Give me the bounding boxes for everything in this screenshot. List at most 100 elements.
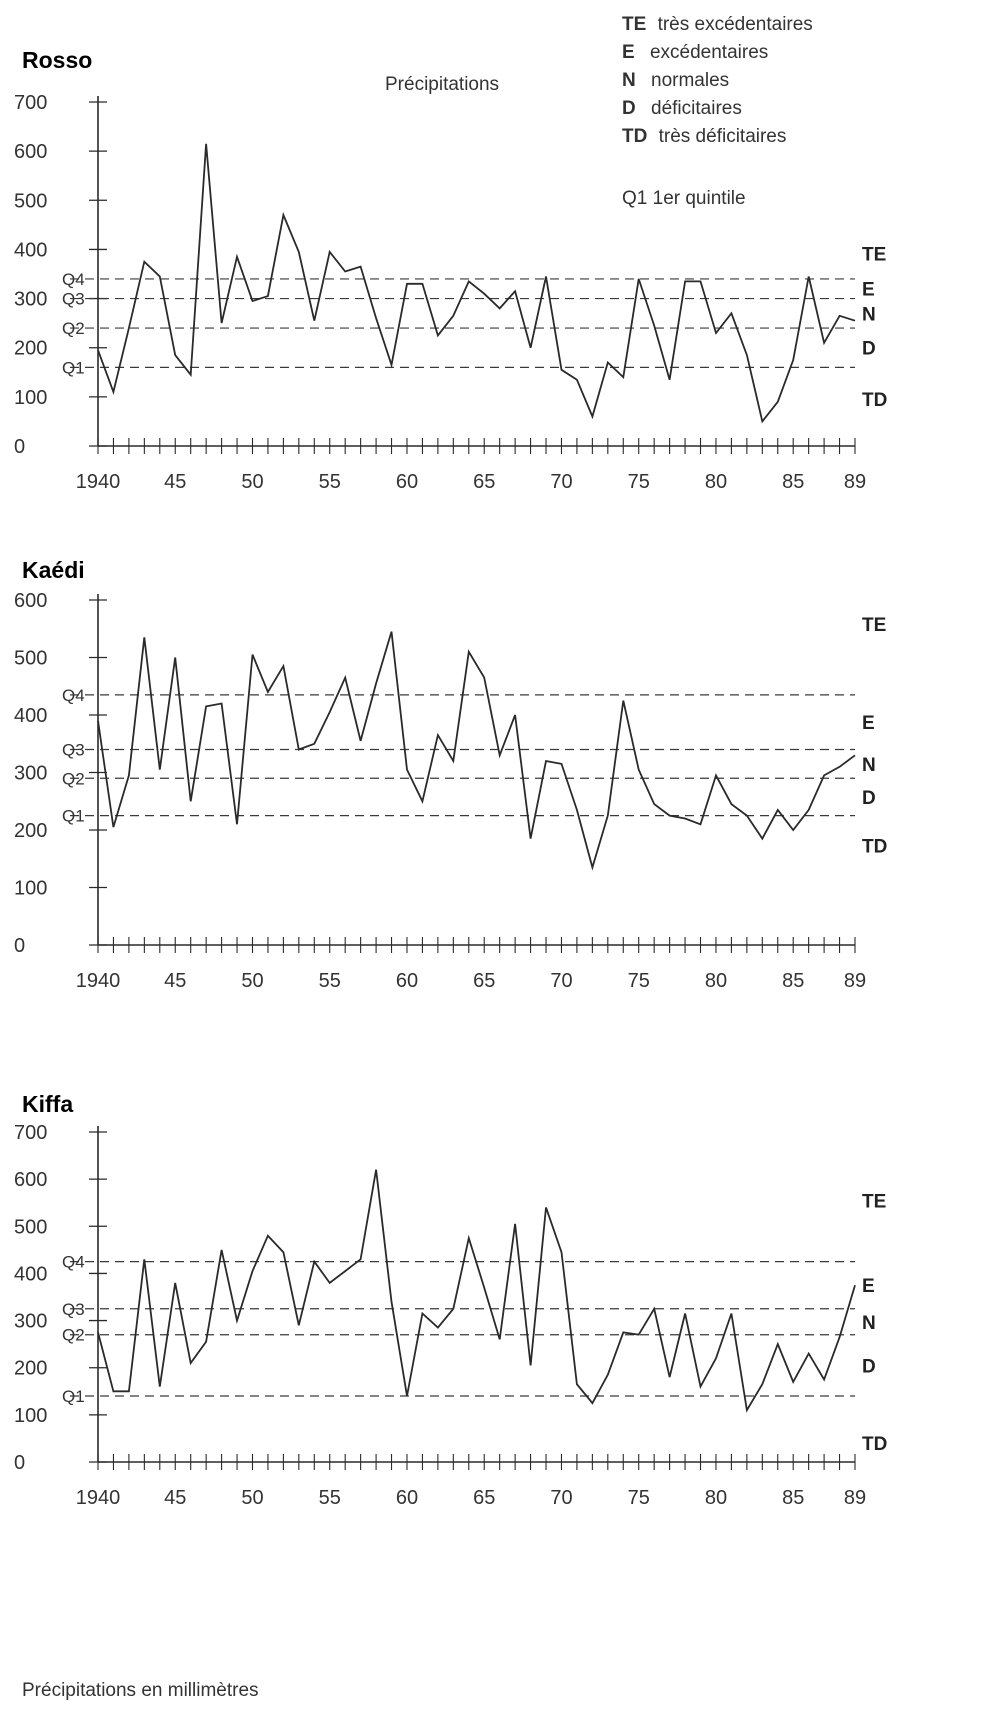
legend: TE très excédentaires E excédentaires N …: [622, 14, 813, 209]
x-tick-label: 75: [628, 970, 650, 992]
chart-panel-rosso: Rosso 0 100 200 300 400 500 600 700 1940 45 50 55 60 6…: [14, 47, 887, 493]
y-tick-label: 600: [14, 1169, 47, 1191]
precipitation-line: [97, 1169, 856, 1413]
legend-text-te: très excédentaires: [658, 14, 813, 35]
y-tick-label: 400: [14, 1263, 47, 1285]
quintile-label: Q1: [62, 807, 85, 826]
y-tick-label: 0: [14, 1452, 25, 1474]
y-tick-label: 500: [14, 1216, 47, 1238]
y-tick-label: 100: [14, 387, 47, 409]
quintile-label: Q2: [62, 319, 85, 338]
quintile-label: Q1: [62, 1387, 85, 1406]
legend-code-td: TD: [622, 126, 647, 147]
class-label-td: TD: [862, 837, 887, 858]
x-tick-label: 65: [473, 471, 495, 493]
y-tick-label: 100: [14, 1405, 47, 1427]
x-tick-label: 45: [164, 471, 186, 493]
y-tick-label: 700: [14, 92, 47, 114]
class-label-td: TD: [862, 1434, 887, 1455]
x-tick-label: 65: [473, 970, 495, 992]
x-tick-label: 80: [705, 970, 727, 992]
station-title: Rosso: [22, 47, 92, 73]
legend-text-e: excédentaires: [650, 42, 768, 63]
x-tick-label: 45: [164, 1487, 186, 1509]
legend-code-n: N: [622, 70, 636, 91]
quintile-label: Q4: [62, 686, 85, 705]
legend-entry-n: N normales: [622, 70, 729, 91]
legend-text-d: déficitaires: [651, 98, 742, 119]
x-tick-label: 65: [473, 1487, 495, 1509]
x-tick-label: 89: [844, 471, 866, 493]
x-tick-label: 80: [705, 471, 727, 493]
precipitation-line: [97, 143, 856, 424]
x-tick-label: 75: [628, 1487, 650, 1509]
class-label-n: N: [862, 1313, 876, 1334]
x-tick-label: 60: [396, 970, 418, 992]
legend-text-n: normales: [651, 70, 729, 91]
station-title: Kaédi: [22, 557, 85, 583]
x-tick-label: 50: [241, 1487, 263, 1509]
y-tick-label: 500: [14, 190, 47, 212]
x-tick-label: 89: [844, 1487, 866, 1509]
class-label-d: D: [862, 1356, 876, 1377]
x-tick-label: 50: [241, 471, 263, 493]
y-tick-label: 300: [14, 289, 47, 311]
chart-subtitle: Précipitations: [385, 74, 499, 95]
class-label-n: N: [862, 755, 876, 776]
x-tick-label: 70: [550, 471, 572, 493]
x-tick-label: 60: [396, 471, 418, 493]
quintile-label: Q1: [62, 358, 85, 377]
x-tick-label: 60: [396, 1487, 418, 1509]
y-tick-label: 300: [14, 763, 47, 785]
y-tick-label: 500: [14, 648, 47, 670]
class-label-td: TD: [862, 390, 887, 411]
class-label-n: N: [862, 304, 876, 325]
x-tick-label: 85: [782, 1487, 804, 1509]
class-label-te: TE: [862, 615, 886, 636]
quintile-label: Q3: [62, 1300, 85, 1319]
class-label-te: TE: [862, 1191, 886, 1212]
class-label-d: D: [862, 339, 876, 360]
quintile-label: Q4: [62, 270, 85, 289]
x-tick-label: 45: [164, 970, 186, 992]
x-tick-label: 55: [319, 471, 341, 493]
legend-code-te: TE: [622, 14, 646, 35]
y-tick-label: 400: [14, 239, 47, 261]
y-tick-label: 700: [14, 1122, 47, 1144]
x-tick-label: 85: [782, 471, 804, 493]
x-tick-label: 1940: [76, 1487, 121, 1509]
chart-panel-kiffa: Kiffa 0 100 200 300 400 500 600 700 1940 45 50 55 60 6…: [14, 1091, 887, 1509]
y-tick-label: 600: [14, 141, 47, 163]
y-tick-label: 200: [14, 1358, 47, 1380]
legend-entry-te: TE très excédentaires: [622, 14, 813, 35]
x-tick-label: 70: [550, 1487, 572, 1509]
x-tick-label: 50: [241, 970, 263, 992]
quintile-label: Q4: [62, 1253, 85, 1272]
y-tick-label: 300: [14, 1311, 47, 1333]
class-label-d: D: [862, 788, 876, 809]
legend-code-e: E: [622, 42, 635, 63]
y-tick-label: 600: [14, 590, 47, 612]
legend-entry-td: TD très déficitaires: [622, 126, 786, 147]
class-label-e: E: [862, 713, 875, 734]
class-label-e: E: [862, 280, 875, 301]
legend-text-td: très déficitaires: [659, 126, 787, 147]
legend-entry-d: D déficitaires: [622, 98, 742, 119]
y-tick-label: 200: [14, 338, 47, 360]
x-tick-label: 1940: [76, 970, 121, 992]
y-tick-label: 200: [14, 820, 47, 842]
y-tick-label: 400: [14, 705, 47, 727]
y-tick-label: 0: [14, 935, 25, 957]
x-tick-label: 1940: [76, 471, 121, 493]
y-tick-label: 100: [14, 878, 47, 900]
quintile-label: Q2: [62, 1326, 85, 1345]
x-tick-label: 70: [550, 970, 572, 992]
x-tick-label: 75: [628, 471, 650, 493]
quintile-label: Q2: [62, 769, 85, 788]
quintile-note: Q1 1er quintile: [622, 188, 746, 209]
x-tick-label: 85: [782, 970, 804, 992]
footer-note: Précipitations en millimètres: [22, 1680, 259, 1701]
y-tick-label: 0: [14, 436, 25, 458]
